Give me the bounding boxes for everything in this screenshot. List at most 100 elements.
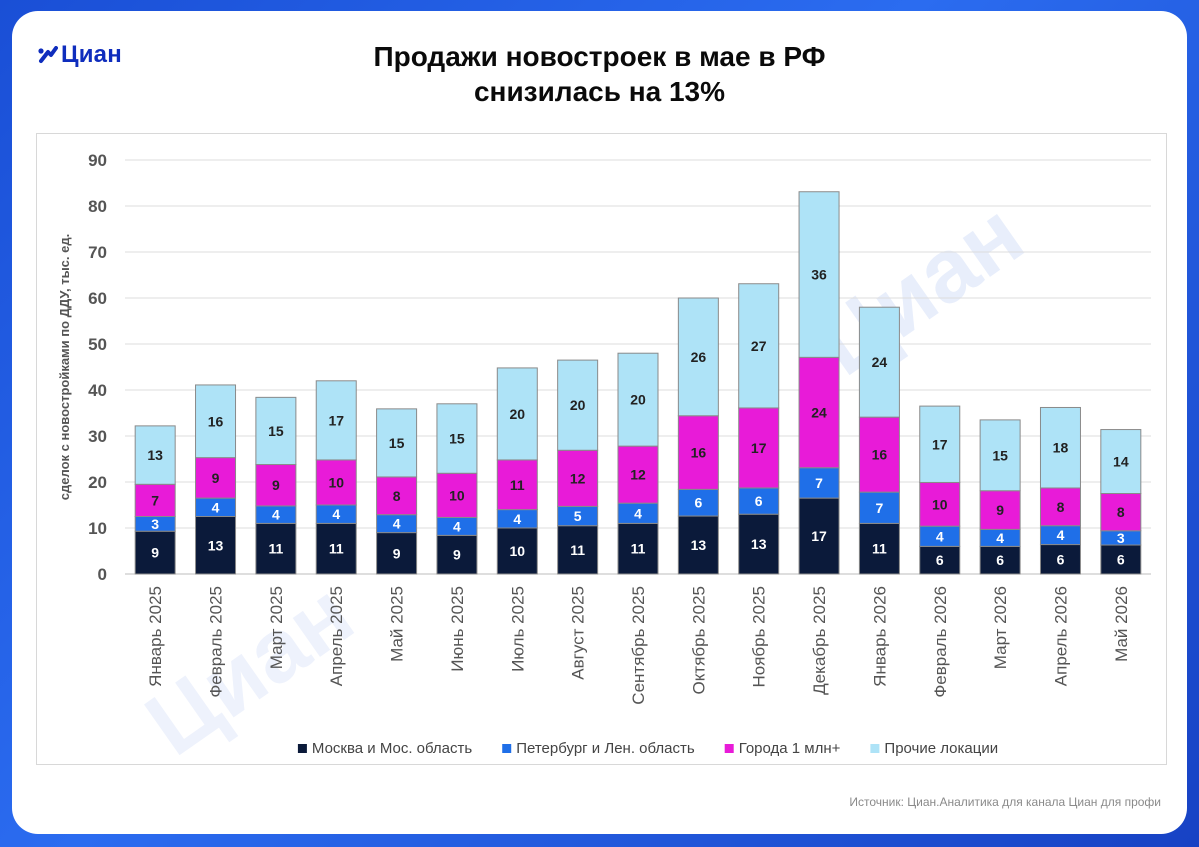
data-label: 9 xyxy=(996,502,1004,518)
bar-segment-other xyxy=(617,352,659,447)
x-tick-label: Декабрь 2025 xyxy=(810,586,829,695)
y-axis-label: сделок с новостройками по ДДУ, тыс. ед. xyxy=(57,234,72,500)
data-label: 13 xyxy=(691,537,707,553)
data-label: 6 xyxy=(996,552,1004,568)
y-tick-label: 70 xyxy=(88,243,107,262)
data-label: 8 xyxy=(1057,499,1065,515)
y-tick-label: 40 xyxy=(88,381,107,400)
data-label: 14 xyxy=(1113,454,1129,470)
data-label: 11 xyxy=(631,541,646,557)
data-label: 4 xyxy=(936,528,944,544)
bar-stack: 9 4 8 15 xyxy=(376,408,418,575)
data-label: 18 xyxy=(1053,440,1069,456)
data-label: 16 xyxy=(872,447,888,463)
bar-segment-million-cities xyxy=(979,490,1021,530)
bar-segment-million-cities xyxy=(436,472,478,518)
bar-stack: 6 4 10 17 xyxy=(919,405,961,575)
bar-stack: 11 5 12 20 xyxy=(557,359,599,575)
bar-segment-other xyxy=(436,403,478,474)
data-label: 4 xyxy=(996,530,1004,546)
data-label: 6 xyxy=(1057,551,1065,567)
bar-segment-moscow xyxy=(557,525,599,575)
bar-segment-million-cities xyxy=(858,416,900,493)
bar-segment-other xyxy=(979,419,1021,492)
x-tick-label: Январь 2025 xyxy=(146,586,165,687)
data-label: 36 xyxy=(811,267,827,283)
legend-label: Города 1 млн+ xyxy=(739,740,841,757)
page-title-line-2: снизилась на 13% xyxy=(473,76,726,107)
x-tick-label: Май 2026 xyxy=(1112,586,1131,662)
data-label: 9 xyxy=(393,545,401,561)
data-label: 9 xyxy=(212,470,220,486)
source-note: Источник: Циан.Аналитика для канала Циан… xyxy=(849,795,1161,809)
data-label: 6 xyxy=(694,495,702,511)
data-label: 15 xyxy=(268,423,284,439)
bar-segment-million-cities xyxy=(617,445,659,504)
data-label: 3 xyxy=(151,516,159,532)
legend-item: Москва и Мос. область xyxy=(297,740,472,757)
bar-segment-other xyxy=(1039,406,1081,489)
bar-stack: 6 3 8 14 xyxy=(1100,429,1142,575)
x-tick-label: Ноябрь 2025 xyxy=(750,586,769,688)
x-tick-label: Январь 2026 xyxy=(870,586,889,687)
data-label: 24 xyxy=(811,405,827,421)
data-label: 15 xyxy=(449,431,465,447)
data-label: 20 xyxy=(570,397,586,413)
bar-segment-moscow xyxy=(134,530,176,575)
bar-stack: 13 4 9 16 xyxy=(195,384,237,575)
data-label: 7 xyxy=(876,500,884,516)
y-tick-label: 0 xyxy=(98,565,107,584)
data-label: 4 xyxy=(453,518,461,534)
x-tick-label: Август 2025 xyxy=(569,586,588,680)
legend-swatch xyxy=(297,744,307,753)
y-tick-label: 10 xyxy=(88,519,107,538)
bar-segment-moscow xyxy=(738,513,780,575)
page-title-line-1: Продажи новостроек в мае в РФ xyxy=(373,41,826,72)
bar-stack: 11 7 16 24 xyxy=(858,306,900,575)
data-label: 13 xyxy=(208,537,224,553)
data-label: 11 xyxy=(329,541,344,557)
data-label: 4 xyxy=(393,516,401,532)
bar-stack: 6 4 8 18 xyxy=(1039,406,1081,575)
data-label: 11 xyxy=(570,542,585,558)
bar-segment-other xyxy=(738,283,780,409)
data-label: 12 xyxy=(630,467,646,483)
data-label: 3 xyxy=(1117,530,1125,546)
data-label: 16 xyxy=(208,413,224,429)
bar-segment-million-cities xyxy=(496,459,538,511)
bar-segment-million-cities xyxy=(557,449,599,507)
bar-stack: 11 4 9 15 xyxy=(255,396,297,575)
y-tick-label: 30 xyxy=(88,427,107,446)
legend: Москва и Мос. область Петербург и Лен. об… xyxy=(297,740,998,757)
bar-segment-moscow xyxy=(798,497,840,575)
x-tick-label: Апрель 2026 xyxy=(1051,586,1070,686)
x-tick-label: Май 2025 xyxy=(388,586,407,662)
bar-segment-other xyxy=(1100,429,1142,494)
y-tick-label: 20 xyxy=(88,473,107,492)
data-label: 15 xyxy=(389,435,405,451)
data-label: 4 xyxy=(513,511,521,527)
bar-segment-moscow xyxy=(195,516,237,575)
bar-segment-spb xyxy=(858,491,900,524)
x-axis-labels: Январь 2025 Февраль 2025 Март 2025 Апрель 2… xyxy=(146,586,1131,705)
bar-segment-other xyxy=(255,396,297,466)
bar-segment-moscow xyxy=(919,545,961,575)
bar-segment-other xyxy=(677,297,719,417)
data-label: 10 xyxy=(510,543,526,559)
data-label: 13 xyxy=(147,447,163,463)
y-axis-ticks: 0 10 20 30 40 50 60 70 80 90 xyxy=(88,151,107,584)
data-label: 11 xyxy=(268,541,283,557)
x-tick-label: Март 2025 xyxy=(267,586,286,669)
bars: 9371313491611491511410179481594101510411… xyxy=(134,191,1142,575)
x-tick-label: Февраль 2025 xyxy=(207,586,226,698)
bar-segment-other xyxy=(376,408,418,478)
legend-item: Петербург и Лен. область xyxy=(502,740,695,757)
chart-container: Циан Циан 0 10 20 30 40 50 60 70 80 90 9 3 7 13 13 4 9 16… xyxy=(36,133,1167,765)
bar-stack: 13 6 16 26 xyxy=(677,297,719,575)
bar-segment-other xyxy=(134,425,176,485)
data-label: 11 xyxy=(510,477,525,493)
data-label: 9 xyxy=(151,545,159,561)
bar-stack: 9 4 10 15 xyxy=(436,403,478,575)
data-label: 7 xyxy=(815,475,823,491)
data-label: 7 xyxy=(151,492,159,508)
